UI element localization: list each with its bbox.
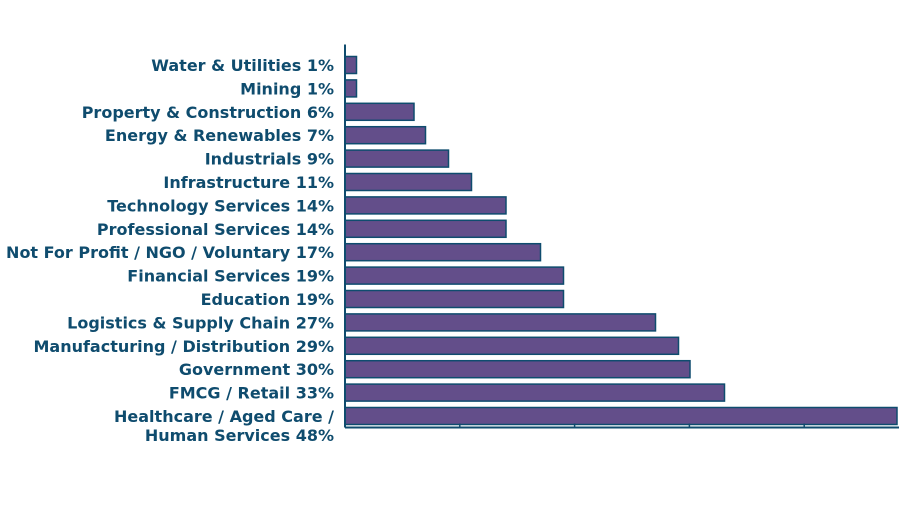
bar-13 (344, 359, 691, 379)
bar-15 (344, 406, 898, 426)
category-label-3: Energy & Renewables 7% (105, 126, 334, 145)
bar-2 (344, 102, 415, 122)
category-label-6: Technology Services 14% (107, 196, 334, 215)
category-label-15: Healthcare / Aged Care / Human Services 4… (114, 407, 334, 445)
bar-7 (344, 219, 507, 239)
bar-1 (344, 79, 358, 98)
axes (344, 44, 899, 429)
category-label-14: FMCG / Retail 33% (169, 384, 334, 403)
bar-12 (344, 336, 680, 356)
category-label-0: Water & Utilities 1% (151, 56, 334, 75)
category-label-12: Manufacturing / Distribution 29% (33, 337, 334, 356)
bar-6 (344, 196, 507, 215)
bar-5 (344, 172, 473, 192)
bars (344, 55, 898, 426)
category-label-8: Not For Profit / NGO / Voluntary 17% (6, 243, 334, 262)
category-label-9: Financial Services 19% (127, 267, 334, 286)
category-label-1: Mining 1% (240, 79, 334, 98)
bar-8 (344, 242, 542, 262)
category-label-5: Infrastructure 11% (163, 173, 334, 192)
bar-9 (344, 266, 565, 285)
bar-11 (344, 313, 657, 332)
category-label-13: Government 30% (179, 360, 334, 379)
category-label-10: Education 19% (201, 290, 334, 309)
category-label-11: Logistics & Supply Chain 27% (67, 313, 334, 332)
bar-14 (344, 383, 726, 402)
category-labels: Water & Utilities 1% Mining 1% Property & … (6, 56, 334, 445)
bar-0 (344, 55, 358, 75)
bar-10 (344, 289, 565, 309)
category-label-4: Industrials 9% (205, 150, 334, 169)
category-label-7: Professional Services 14% (97, 220, 334, 239)
bar-3 (344, 125, 427, 145)
category-label-2: Property & Construction 6% (82, 103, 334, 122)
bar-4 (344, 149, 450, 168)
